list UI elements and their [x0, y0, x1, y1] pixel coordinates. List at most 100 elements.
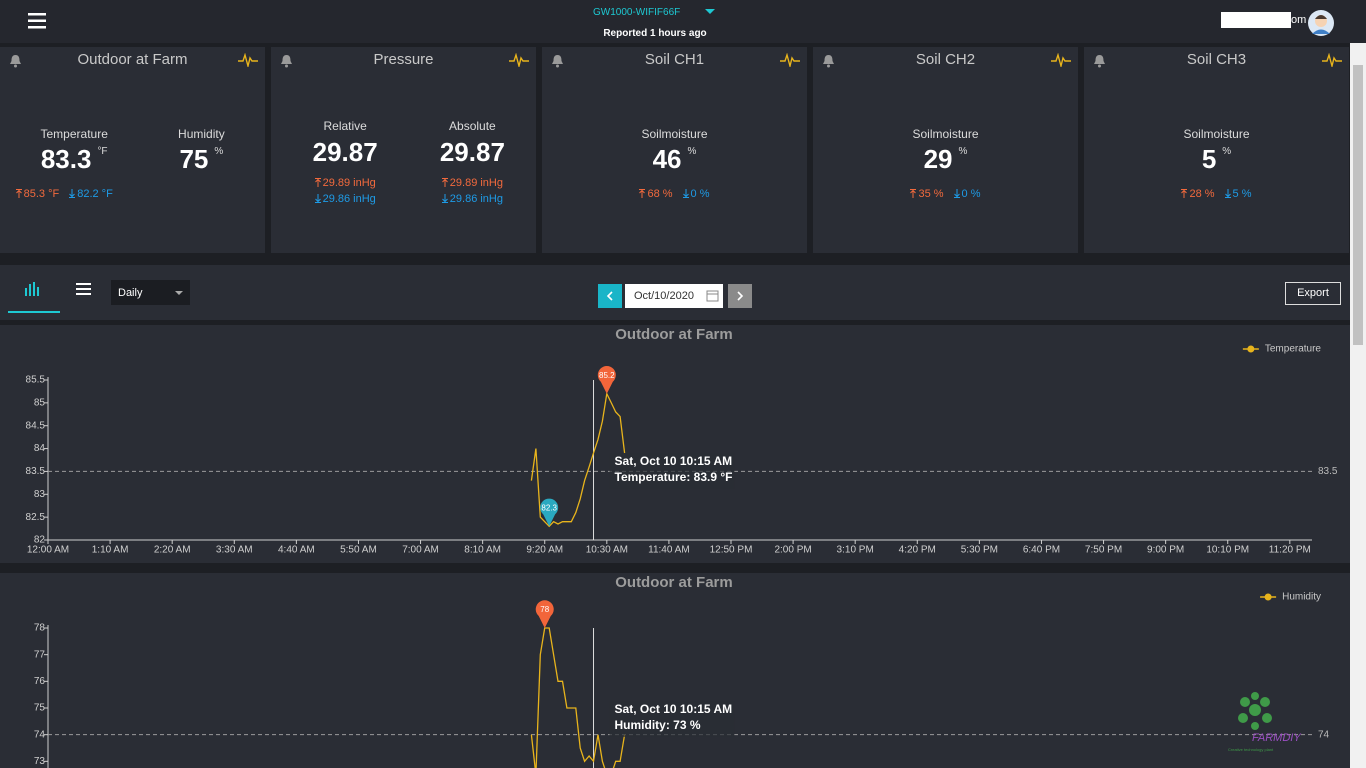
- menu-button[interactable]: [28, 13, 46, 29]
- user-name[interactable]: om: [1291, 14, 1307, 26]
- series-line: [530, 627, 626, 768]
- high-icon: [910, 189, 917, 198]
- activity-icon[interactable]: [1322, 53, 1342, 67]
- y-tick-label: 78: [34, 623, 46, 634]
- x-tick-label: 10:10 PM: [1206, 545, 1249, 556]
- average-label: 83.5: [1318, 466, 1338, 477]
- logo-plant: [1238, 692, 1272, 730]
- series-line: [530, 391, 626, 528]
- card-title: Outdoor at Farm: [77, 51, 188, 68]
- list-view-button[interactable]: [76, 283, 91, 295]
- high-text: 35 %: [918, 188, 944, 200]
- reading-value: 29.87: [439, 137, 505, 167]
- low-text: 0 %: [961, 188, 981, 200]
- x-tick-label: 6:40 PM: [1023, 545, 1060, 556]
- x-tick-label: 12:00 AM: [27, 545, 69, 556]
- min-marker-label: 82.3: [541, 503, 557, 512]
- y-tick-label: 77: [34, 649, 46, 660]
- alert-bell[interactable]: [1093, 54, 1106, 68]
- card-title: Soil CH3: [1186, 51, 1247, 68]
- reading-unit: %: [687, 146, 697, 157]
- x-tick-label: 9:20 AM: [526, 545, 563, 556]
- alert-bell[interactable]: [9, 54, 22, 68]
- legend-label: Temperature: [1265, 344, 1322, 355]
- max-marker-label: 78: [540, 605, 549, 614]
- low-text: 29.86 inHg: [449, 193, 503, 205]
- alert-bell[interactable]: [280, 54, 293, 68]
- x-tick-label: 3:10 PM: [837, 545, 874, 556]
- x-tick-label: 2:20 AM: [154, 545, 191, 556]
- x-tick-label: 3:30 AM: [216, 545, 253, 556]
- date-value: Oct/10/2020: [634, 290, 694, 302]
- previous-day-button[interactable]: [598, 284, 622, 308]
- y-tick-label: 76: [34, 676, 46, 687]
- y-tick-label: 83: [34, 489, 46, 500]
- activity-icon[interactable]: [238, 53, 258, 67]
- chart: Outdoor at Farm 73 74 75 76 77 78 74 Humidity 78 S…: [34, 574, 1330, 768]
- reading: 75%: [131, 144, 271, 175]
- high-text: 29.89 inHg: [449, 177, 503, 189]
- scrollbar-thumb[interactable]: [1353, 65, 1363, 345]
- y-tick-label: 75: [34, 703, 46, 714]
- logo-tagline: Creative technology plant: [1228, 747, 1274, 752]
- dropdown-caret[interactable]: [705, 9, 715, 15]
- redacted-user: [1221, 12, 1291, 28]
- high-value: 68 %: [639, 188, 673, 200]
- low-icon: [682, 189, 689, 198]
- high-text: 68 %: [647, 188, 673, 200]
- activity-icon[interactable]: [509, 53, 529, 67]
- x-tick-label: 12:50 PM: [710, 545, 753, 556]
- reading: 5%: [1147, 144, 1287, 175]
- reading: 83.3 °F: [4, 144, 144, 175]
- tooltip-text: Temperature: 83.9 °F: [615, 470, 733, 484]
- next-day-button[interactable]: [728, 284, 752, 308]
- export-button[interactable]: Export: [1285, 282, 1341, 305]
- high-icon: [15, 189, 22, 198]
- active-tab-indicator: [8, 311, 60, 313]
- low-text: 29.86 inHg: [322, 193, 376, 205]
- chart-title: Outdoor at Farm: [615, 326, 733, 343]
- reading: 29.87: [402, 137, 542, 168]
- reading-unit: °F: [97, 146, 108, 157]
- reported-time: Reported 1 hours ago: [603, 28, 707, 39]
- max-marker-label: 85.2: [599, 371, 615, 380]
- low-icon: [953, 189, 960, 198]
- low-value: 5 %: [1224, 188, 1252, 200]
- reading: 46%: [605, 144, 745, 175]
- alert-bell[interactable]: [822, 54, 835, 68]
- sensor-card: Soil CH2 Soilmoisture 29% 35 % 0 %: [813, 47, 1078, 253]
- period-select[interactable]: Daily: [111, 280, 190, 305]
- sensor-card: Outdoor at Farm Temperature 83.3 °F 85.3 °F 8…: [0, 47, 265, 253]
- x-tick-label: 11:20 PM: [1269, 545, 1311, 556]
- low-icon: [314, 194, 321, 203]
- scrollbar[interactable]: [1350, 43, 1366, 768]
- y-tick-label: 73: [34, 756, 46, 767]
- reading-unit: %: [1222, 146, 1232, 157]
- low-text: 5 %: [1232, 188, 1252, 200]
- high-value: 29.89 inHg: [275, 177, 415, 189]
- device-selector[interactable]: GW1000-WIFIF66F: [593, 7, 681, 18]
- high-low: 28 % 5 %: [1147, 184, 1287, 202]
- date-input[interactable]: Oct/10/2020: [625, 284, 723, 308]
- reading-value: 46: [652, 144, 682, 174]
- reading-unit: %: [958, 146, 968, 157]
- activity-icon[interactable]: [1051, 53, 1071, 67]
- y-tick-label: 82: [34, 535, 46, 546]
- x-tick-label: 7:00 AM: [402, 545, 439, 556]
- chart-view-button[interactable]: [24, 282, 40, 296]
- x-tick-label: 4:40 AM: [278, 545, 315, 556]
- y-tick-label: 74: [34, 729, 46, 740]
- alert-bell[interactable]: [551, 54, 564, 68]
- reading-value: 5: [1201, 144, 1217, 174]
- reading-value: 75: [179, 144, 209, 174]
- low-text: 0 %: [690, 188, 710, 200]
- activity-icon[interactable]: [780, 53, 800, 67]
- avatar[interactable]: [1307, 9, 1335, 37]
- legend-label: Humidity: [1282, 592, 1321, 603]
- reading-label: Soilmoisture: [912, 127, 979, 141]
- select-caret: [175, 291, 183, 295]
- max-marker-pin: [535, 600, 554, 628]
- legend-dot: [1264, 593, 1272, 601]
